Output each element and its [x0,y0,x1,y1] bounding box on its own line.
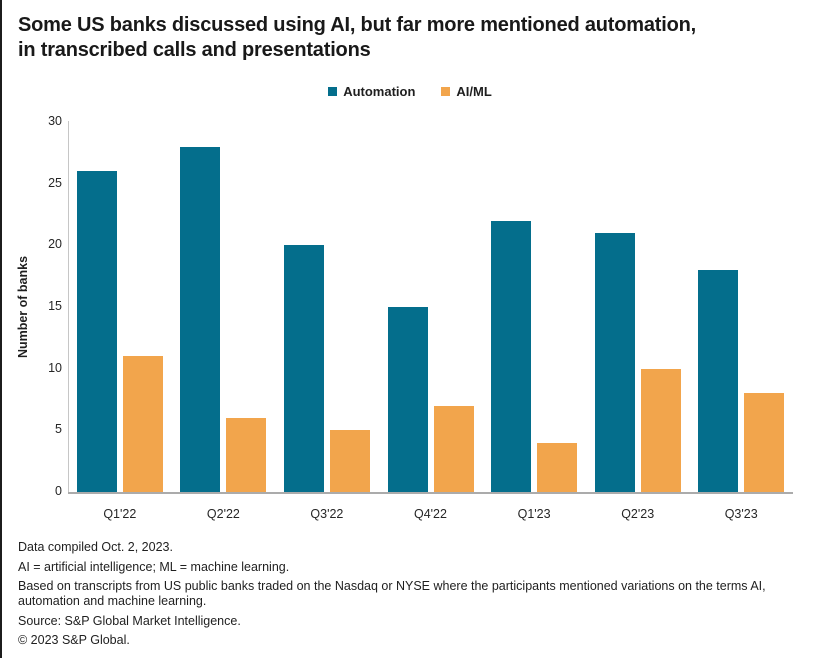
x-axis-label-q4-22: Q4'22 [414,507,447,521]
automation-legend-swatch [328,87,338,96]
chart-title-line-1: Some US banks discussed using AI, but fa… [18,14,696,36]
legend-item-automation: Automation [328,84,415,99]
bar-ai-ml-q1-22 [122,356,163,492]
chart-legend: Automation AI/ML [0,84,820,99]
y-axis-tick-label-30: 30 [48,114,62,128]
footnotes: Data compiled Oct. 2, 2023. AI = artific… [18,540,798,653]
y-axis-tick-label-25: 25 [48,175,62,190]
bar-automation-q3-23 [698,270,739,492]
x-axis-label-q3-22: Q3'22 [310,507,344,521]
x-axis-label-q2-22: Q2'22 [206,507,240,521]
legend-item-ai-ml: AI/ML [441,84,492,99]
x-axis-label-q2-23: Q2'23 [621,507,655,521]
bar-ai-ml-q2-23 [640,368,681,492]
chart-title-line-2: in transcribed calls and presentations [18,39,371,61]
y-axis-tick-label-10: 10 [48,360,62,375]
bar-automation-q4-22 [387,307,428,492]
footnote-source: Source: S&P Global Market Intelligence. [18,613,241,628]
footnote-methodology: Based on transcripts from US public bank… [18,579,766,608]
bar-ai-ml-q3-22 [329,430,370,492]
footnote-abbreviations: AI = artificial intelligence; ML = machi… [18,559,290,574]
bar-automation-q1-22 [76,171,117,492]
y-axis-line [68,121,69,493]
bar-automation-q3-22 [283,245,324,492]
footnote-copyright: © 2023 S&P Global. [18,633,130,647]
bar-automation-q2-22 [180,146,221,492]
legend-label-ai-ml: AI/ML [456,84,492,99]
bar-ai-ml-q2-22 [226,418,267,492]
y-axis-tick-label-20: 20 [48,237,62,252]
y-axis-tick-label-15: 15 [48,299,62,313]
bar-ai-ml-q3-23 [744,393,785,492]
chart-title: Some US banks discussed using AI, but fa… [18,13,798,63]
bar-automation-q2-23 [594,233,635,492]
bar-ai-ml-q1-23 [537,442,578,492]
x-axis-label-q1-22: Q1'22 [103,507,137,521]
x-axis-label-q1-23: Q1'23 [517,507,551,521]
footnote-data-compiled: Data compiled Oct. 2, 2023. [18,540,173,554]
bar-automation-q1-23 [491,220,532,492]
screenshot-left-edge-line [0,0,2,658]
legend-label-automation: Automation [343,84,416,99]
ai-ml-legend-swatch [441,87,451,96]
bar-ai-ml-q4-22 [433,405,474,492]
x-axis-baseline [68,492,793,494]
y-axis-tick-label-5: 5 [55,422,62,437]
y-axis-tick-label-0: 0 [55,484,62,498]
x-axis-label-q3-23: Q3'23 [724,507,758,521]
